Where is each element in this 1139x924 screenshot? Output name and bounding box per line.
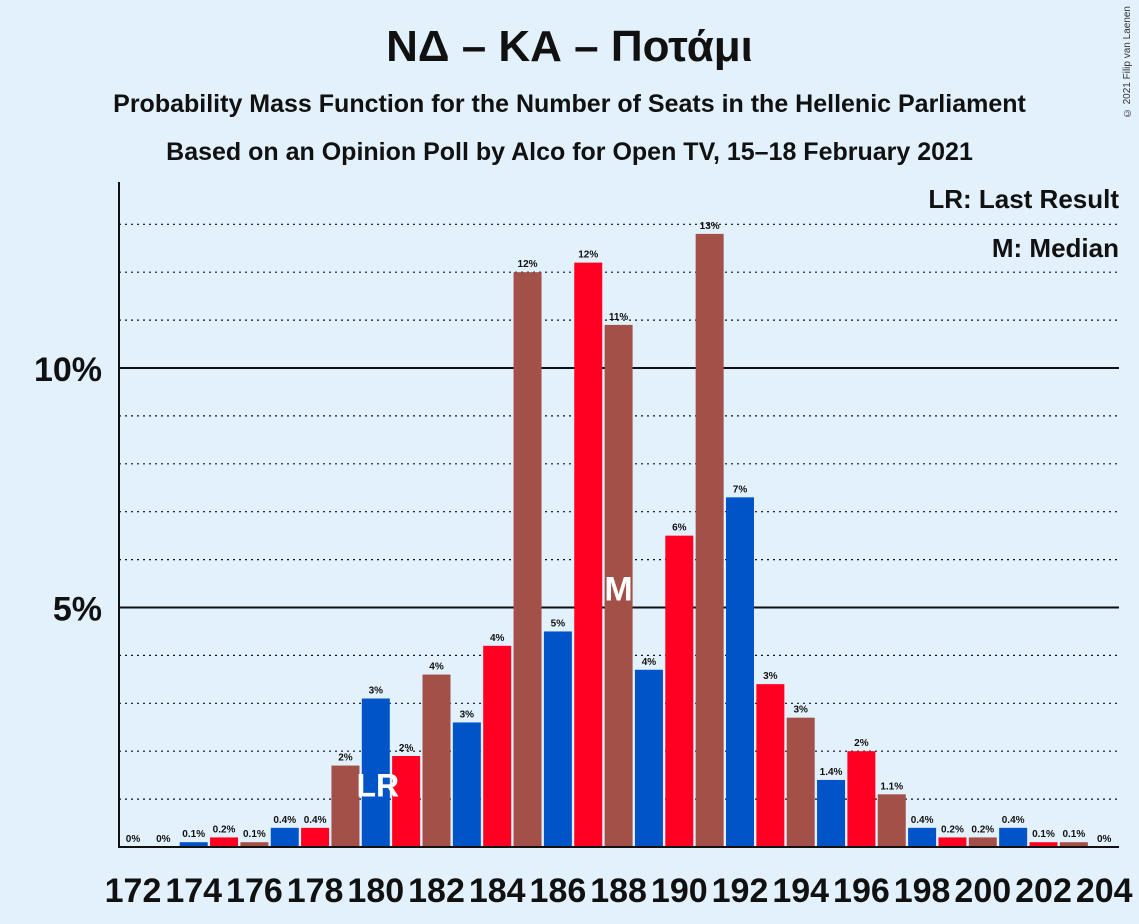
bar-seat-197 bbox=[877, 794, 906, 847]
bar-value-label: 0.2% bbox=[941, 824, 964, 835]
bar-value-label: 3% bbox=[460, 709, 475, 720]
x-tick-label: 172 bbox=[105, 872, 162, 910]
bar-seat-186 bbox=[543, 631, 572, 847]
x-tick-label: 202 bbox=[1015, 872, 1072, 910]
x-tick-label: 186 bbox=[530, 872, 587, 910]
x-tick-label: 178 bbox=[287, 872, 344, 910]
bar-value-label: 0.1% bbox=[182, 829, 205, 840]
x-tick-label: 174 bbox=[165, 872, 222, 910]
legend-median: M: Median bbox=[991, 233, 1119, 263]
bar-seat-203 bbox=[1059, 842, 1088, 847]
bar-value-label: 0% bbox=[156, 834, 171, 845]
bar-value-label: 1.1% bbox=[880, 781, 903, 792]
x-tick-label: 180 bbox=[347, 872, 404, 910]
bar-seat-198 bbox=[908, 827, 937, 847]
bar-seat-190 bbox=[665, 535, 694, 847]
bar-value-label: 12% bbox=[578, 250, 598, 261]
bar-value-label: 4% bbox=[490, 633, 505, 644]
bar-seat-181 bbox=[392, 755, 421, 847]
bar-seat-189 bbox=[634, 669, 663, 847]
bar-seat-192 bbox=[726, 497, 754, 847]
chart-subtitle-poll: Based on an Opinion Poll by Alco for Ope… bbox=[166, 138, 973, 166]
bar-seat-184 bbox=[483, 645, 512, 847]
x-tick-label: 196 bbox=[833, 872, 890, 910]
bar-value-label: 3% bbox=[369, 686, 384, 697]
bar-value-label: 11% bbox=[609, 312, 629, 323]
bar-seat-179 bbox=[331, 765, 360, 847]
bar-seat-185 bbox=[513, 272, 542, 847]
bar-seat-201 bbox=[999, 827, 1028, 847]
x-tick-label: 200 bbox=[954, 872, 1011, 910]
bar-value-label: 5% bbox=[551, 618, 566, 629]
bar-seat-195 bbox=[817, 779, 846, 847]
bar-value-label: 2% bbox=[338, 753, 353, 764]
bar-value-label: 0.1% bbox=[1062, 829, 1085, 840]
bar-seat-193 bbox=[756, 684, 785, 847]
bar-value-label: 0.4% bbox=[911, 815, 934, 826]
x-tick-label: 198 bbox=[894, 872, 951, 910]
bar-value-label: 3% bbox=[793, 705, 808, 716]
x-tick-label: 182 bbox=[408, 872, 465, 910]
bar-seat-202 bbox=[1029, 842, 1058, 847]
median-marker: M bbox=[604, 570, 632, 608]
bar-seat-176 bbox=[240, 842, 269, 847]
bar-seat-196 bbox=[847, 751, 876, 847]
y-tick-label: 5% bbox=[53, 591, 102, 629]
x-tick-label: 204 bbox=[1076, 872, 1133, 910]
bar-seat-174 bbox=[179, 842, 208, 847]
bar-value-label: 0.4% bbox=[273, 815, 296, 826]
x-tick-label: 176 bbox=[226, 872, 283, 910]
bar-seat-187 bbox=[574, 262, 603, 847]
bar-value-label: 12% bbox=[518, 259, 538, 270]
bar-value-label: 0.2% bbox=[213, 824, 236, 835]
bar-value-label: 7% bbox=[733, 484, 748, 495]
chart-title: ΝΔ – ΚΑ – Ποτάμι bbox=[386, 22, 753, 71]
bar-value-label: 0.4% bbox=[1002, 815, 1025, 826]
bar-seat-199 bbox=[938, 837, 967, 847]
bar-value-label: 0% bbox=[1097, 834, 1112, 845]
bar-value-label: 4% bbox=[642, 657, 657, 668]
bar-seat-194 bbox=[786, 717, 815, 847]
x-tick-label: 192 bbox=[712, 872, 769, 910]
bar-seat-191 bbox=[695, 233, 724, 847]
bar-seat-178 bbox=[301, 827, 330, 847]
bar-seat-182 bbox=[422, 674, 451, 847]
bar-seat-177 bbox=[270, 827, 299, 847]
chart-subtitle: Probability Mass Function for the Number… bbox=[113, 90, 1026, 118]
y-tick-label: 10% bbox=[34, 351, 102, 389]
bar-value-label: 0.1% bbox=[1032, 829, 1055, 840]
bar-value-label: 1.4% bbox=[820, 767, 843, 778]
bar-value-label: 0.1% bbox=[243, 829, 266, 840]
bar-value-label: 2% bbox=[399, 743, 414, 754]
bar-value-label: 13% bbox=[700, 221, 720, 232]
bar-seat-200 bbox=[968, 837, 997, 847]
bar-value-label: 2% bbox=[854, 738, 869, 749]
bar-seat-183 bbox=[452, 722, 481, 847]
legend-last-result: LR: Last Result bbox=[928, 184, 1119, 214]
bar-seat-188 bbox=[604, 324, 633, 847]
x-tick-label: 188 bbox=[590, 872, 647, 910]
bar-value-label: 4% bbox=[429, 662, 444, 673]
bar-value-label: 0.4% bbox=[304, 815, 327, 826]
x-tick-label: 184 bbox=[469, 872, 526, 910]
x-tick-label: 190 bbox=[651, 872, 708, 910]
bar-value-label: 3% bbox=[763, 671, 778, 682]
bar-value-label: 0% bbox=[126, 834, 141, 845]
bar-value-label: 0.2% bbox=[971, 824, 994, 835]
bar-seat-180 bbox=[361, 698, 390, 847]
last-result-marker: LR bbox=[356, 768, 399, 804]
bar-value-label: 6% bbox=[672, 523, 687, 534]
x-tick-label: 194 bbox=[772, 872, 829, 910]
bar-seat-175 bbox=[210, 837, 239, 847]
